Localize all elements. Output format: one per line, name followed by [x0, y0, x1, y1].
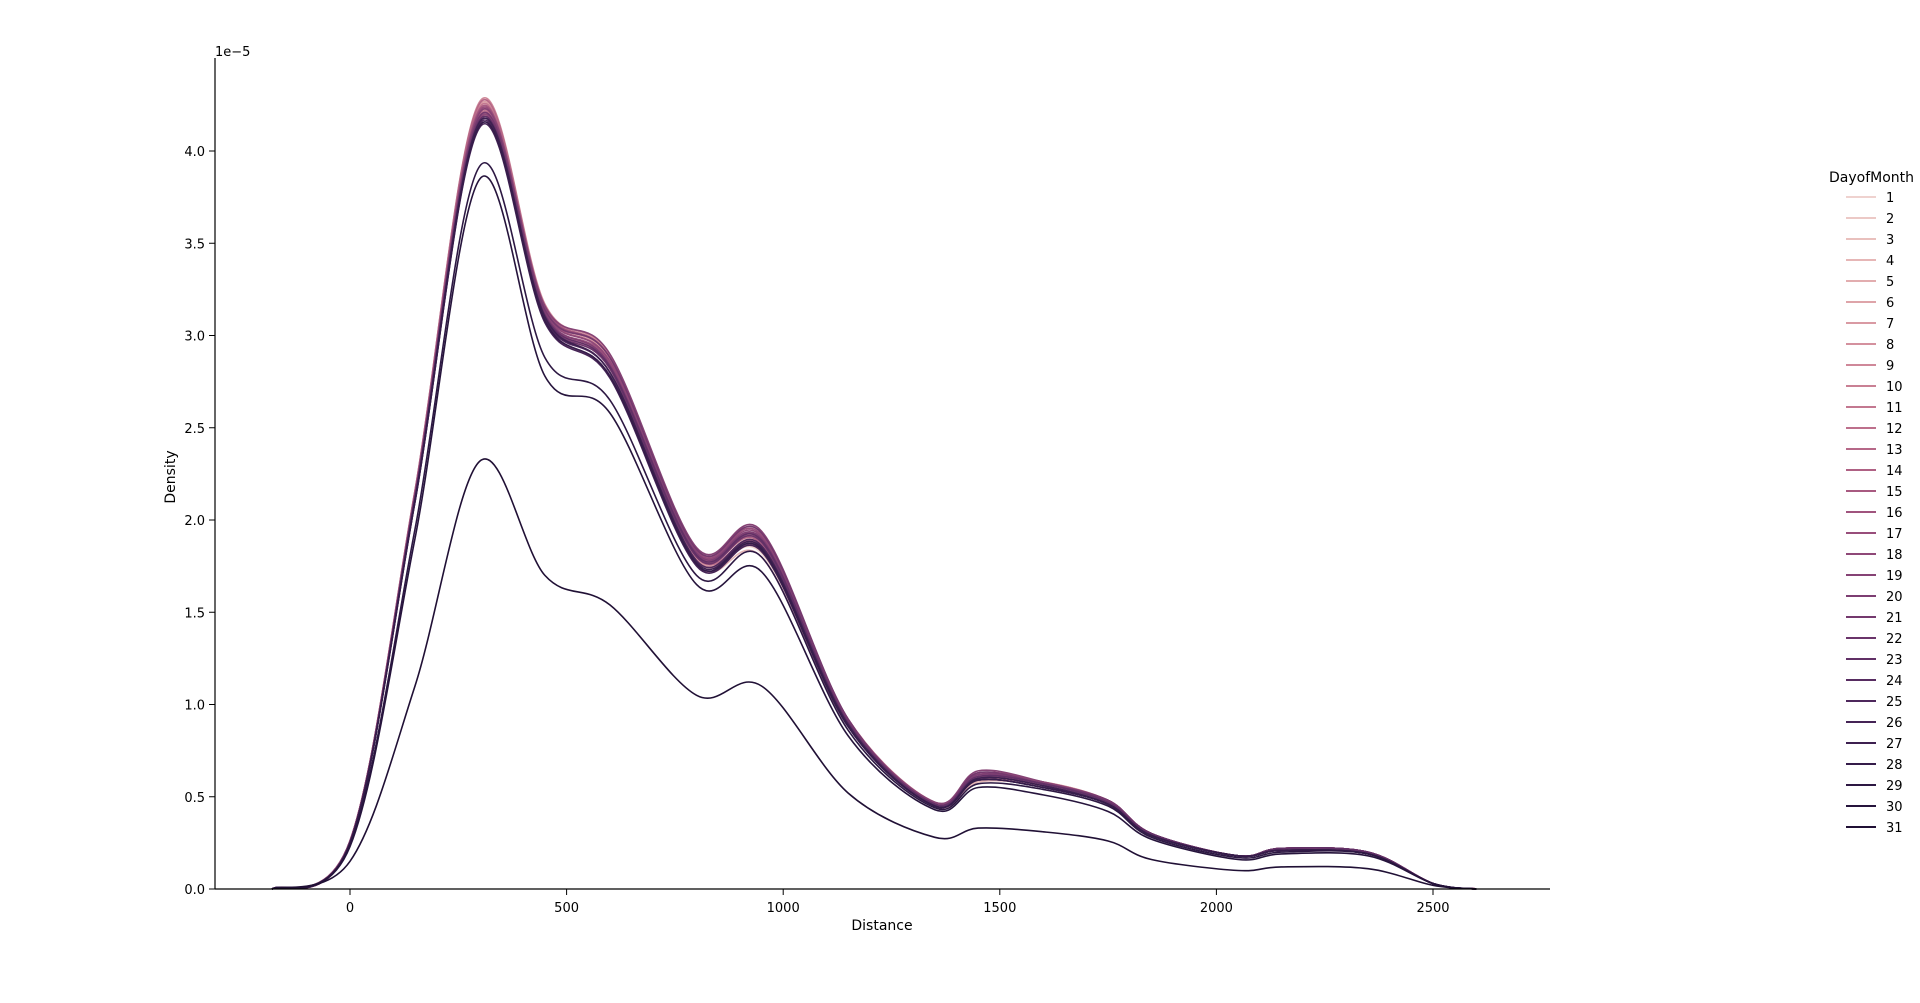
legend-label: 3	[1886, 233, 1894, 248]
legend-item-day-1: 1	[1846, 191, 1894, 206]
x-tick-label: 1000	[767, 901, 800, 916]
legend-item-day-19: 19	[1846, 569, 1903, 584]
series-line-day-31	[271, 458, 1477, 890]
legend-label: 7	[1886, 317, 1894, 332]
legend-item-day-6: 6	[1846, 296, 1894, 311]
legend-title: DayofMonth	[1829, 170, 1914, 186]
legend-item-day-5: 5	[1846, 275, 1894, 290]
y-tick-label: 4.0	[184, 145, 205, 160]
legend-label: 19	[1886, 569, 1903, 584]
legend-item-day-21: 21	[1846, 611, 1903, 626]
legend-label: 8	[1886, 338, 1894, 353]
x-ticks: 0 500 1000 1500 2000 2500	[346, 889, 1450, 916]
legend-item-day-4: 4	[1846, 254, 1894, 269]
legend-label: 23	[1886, 653, 1903, 668]
x-tick-label: 500	[554, 901, 579, 916]
legend-label: 29	[1886, 779, 1903, 794]
legend-item-day-10: 10	[1846, 380, 1903, 395]
legend-item-day-15: 15	[1846, 485, 1903, 500]
legend-item-day-27: 27	[1846, 737, 1903, 752]
series-line-day-29	[271, 162, 1477, 890]
legend-label: 10	[1886, 380, 1903, 395]
legend-item-day-20: 20	[1846, 590, 1903, 605]
y-tick-label: 1.5	[184, 606, 205, 621]
y-tick-label: 1.0	[184, 699, 205, 714]
legend-label: 26	[1886, 716, 1903, 731]
legend-item-day-11: 11	[1846, 401, 1903, 416]
legend-label: 27	[1886, 737, 1903, 752]
legend: DayofMonth 12345678910111213141516171819…	[1829, 170, 1914, 836]
x-tick-label: 1500	[983, 901, 1016, 916]
y-tick-label: 0.5	[184, 791, 205, 806]
legend-item-day-9: 9	[1846, 359, 1894, 374]
legend-item-day-22: 22	[1846, 632, 1903, 647]
series-line-day-13	[271, 99, 1477, 890]
y-tick-label: 0.0	[184, 883, 205, 898]
legend-item-day-24: 24	[1846, 674, 1903, 689]
legend-item-day-17: 17	[1846, 527, 1903, 542]
legend-label: 22	[1886, 632, 1903, 647]
x-tick-label: 2000	[1200, 901, 1233, 916]
legend-label: 15	[1886, 485, 1903, 500]
legend-label: 1	[1886, 191, 1894, 206]
y-tick-label: 2.0	[184, 514, 205, 529]
legend-label: 25	[1886, 695, 1903, 710]
legend-item-day-28: 28	[1846, 758, 1903, 773]
legend-label: 12	[1886, 422, 1903, 437]
legend-item-day-2: 2	[1846, 212, 1894, 227]
legend-label: 4	[1886, 254, 1894, 269]
legend-item-day-3: 3	[1846, 233, 1894, 248]
legend-label: 28	[1886, 758, 1903, 773]
legend-label: 14	[1886, 464, 1903, 479]
y-ticks: 0.0 0.5 1.0 1.5 2.0 2.5 3.0 3.5 4.0	[184, 145, 215, 898]
series-lines	[271, 97, 1477, 890]
legend-label: 9	[1886, 359, 1894, 374]
legend-label: 24	[1886, 674, 1903, 689]
legend-item-day-7: 7	[1846, 317, 1894, 332]
legend-items: 1234567891011121314151617181920212223242…	[1846, 191, 1903, 836]
legend-label: 5	[1886, 275, 1894, 290]
legend-item-day-8: 8	[1846, 338, 1894, 353]
legend-item-day-16: 16	[1846, 506, 1903, 521]
y-tick-label: 3.0	[184, 330, 205, 345]
y-tick-label: 2.5	[184, 422, 205, 437]
series-line-day-7	[271, 100, 1477, 890]
y-axis-label: Density	[163, 450, 179, 503]
legend-label: 2	[1886, 212, 1894, 227]
legend-item-day-29: 29	[1846, 779, 1903, 794]
x-tick-label: 0	[346, 901, 354, 916]
series-line-day-5	[271, 99, 1477, 890]
series-line-day-28	[271, 121, 1477, 890]
legend-item-day-23: 23	[1846, 653, 1903, 668]
series-line-day-30	[271, 175, 1477, 890]
y-offset-label: 1e−5	[215, 45, 250, 60]
legend-item-day-25: 25	[1846, 695, 1903, 710]
axes	[214, 58, 1550, 890]
legend-label: 30	[1886, 800, 1903, 815]
y-tick-label: 3.5	[184, 237, 205, 252]
legend-label: 20	[1886, 590, 1903, 605]
legend-label: 13	[1886, 443, 1903, 458]
legend-label: 16	[1886, 506, 1903, 521]
legend-label: 11	[1886, 401, 1903, 416]
series-line-day-9	[271, 97, 1477, 890]
legend-label: 17	[1886, 527, 1903, 542]
legend-label: 31	[1886, 821, 1903, 836]
legend-item-day-26: 26	[1846, 716, 1903, 731]
legend-item-day-14: 14	[1846, 464, 1903, 479]
x-axis-label: Distance	[851, 918, 912, 934]
legend-item-day-31: 31	[1846, 821, 1903, 836]
x-tick-label: 2500	[1416, 901, 1449, 916]
legend-item-day-12: 12	[1846, 422, 1903, 437]
legend-label: 21	[1886, 611, 1903, 626]
legend-label: 6	[1886, 296, 1894, 311]
legend-item-day-18: 18	[1846, 548, 1903, 563]
legend-item-day-13: 13	[1846, 443, 1903, 458]
legend-item-day-30: 30	[1846, 800, 1903, 815]
legend-label: 18	[1886, 548, 1903, 563]
